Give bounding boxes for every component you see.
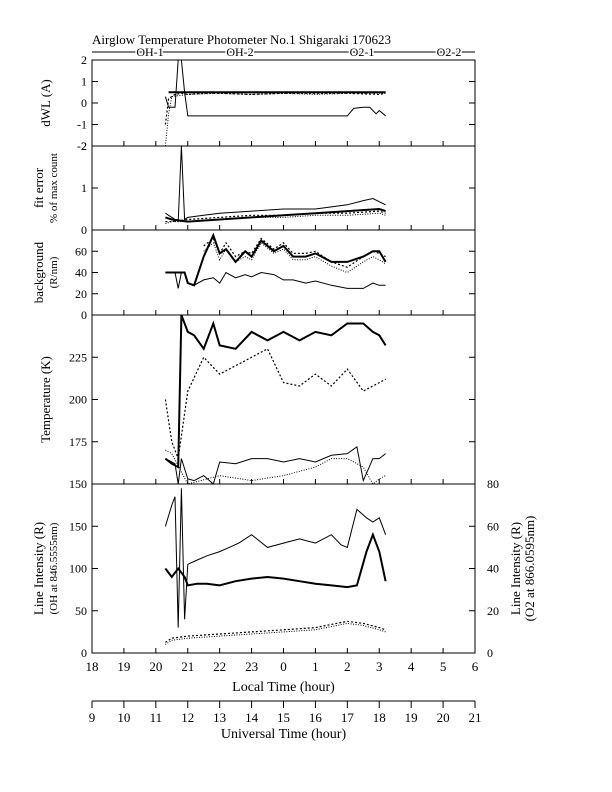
x-tick-label-local: 1 [312, 659, 319, 674]
y-tick-label-right: 40 [487, 562, 499, 576]
series-o2-1 [203, 237, 386, 268]
x-tick-label-ut: 20 [437, 710, 450, 725]
series-o2-2 [203, 241, 386, 274]
x-tick-label-ut: 18 [373, 710, 386, 725]
panel-frame [91, 145, 476, 231]
x-axis-label-ut: Universal Time (hour) [221, 727, 347, 742]
x-tick-label-local: 23 [245, 659, 258, 674]
x-tick-label-ut: 16 [309, 710, 323, 725]
x-tick-label-local: 0 [280, 659, 287, 674]
panel-temperature: 225 200 175 150 Temperature (K) [38, 314, 476, 491]
y-tick-label-right: 80 [487, 477, 499, 491]
x-tick-label-ut: 9 [89, 710, 96, 725]
y-axis-label: (OH at 846.5555nm) [48, 522, 60, 614]
y-tick-label: 175 [69, 435, 87, 449]
panel-frame [91, 483, 476, 654]
x-tick-label-ut: 12 [181, 710, 194, 725]
y-axis-label-right: (O2 at 866.0595nm) [522, 516, 537, 622]
panel-fit: 2 1 0 fit error% of max count [31, 139, 476, 237]
series-oh-1 [164, 59, 386, 117]
legend-oh1: OH-1 [136, 45, 163, 59]
series-o2-1 [165, 620, 386, 643]
series-oh-1 [165, 445, 386, 485]
y-tick-label: -2 [77, 139, 87, 153]
y-tick-label: 0 [81, 308, 87, 322]
series-oh-1 [164, 488, 387, 628]
panel-frame [91, 314, 476, 485]
x-tick-label-ut: 21 [469, 710, 482, 725]
x-tick-label-ut: 14 [245, 710, 259, 725]
y-axis-label: Line Intensity (R) [31, 522, 46, 615]
legend-o2-1: O2-1 [350, 45, 375, 59]
y-axis-label: dWL (A) [38, 79, 53, 127]
y-tick-label: 225 [69, 350, 87, 364]
x-tick-label-ut: 19 [405, 710, 418, 725]
series-oh-2 [164, 531, 387, 589]
y-tick-label: 60 [75, 244, 87, 258]
y-tick-label: 2 [81, 53, 87, 67]
y-tick-label: 150 [69, 477, 87, 491]
x-tick-label-local: 21 [181, 659, 194, 674]
y-axis-label: % of max count [48, 153, 60, 223]
x-tick-label-local: 22 [213, 659, 226, 674]
y-tick-label: 0 [81, 223, 87, 237]
y-tick-label: 40 [75, 266, 87, 280]
x-axis-label-local: Local Time (hour) [232, 680, 335, 695]
series-oh-2 [165, 232, 387, 287]
panel-background: 60 40 20 0 background (R/nm) [31, 229, 476, 322]
y-tick-label-right: 20 [487, 604, 499, 618]
y-tick-label: 2 [81, 139, 87, 153]
y-tick-label: 0 [81, 646, 87, 660]
x-tick-label-local: 5 [440, 659, 447, 674]
y-tick-label: 0 [81, 96, 87, 110]
y-tick-label: 150 [69, 519, 87, 533]
y-tick-label: -1 [77, 118, 87, 132]
y-tick-label: 20 [75, 287, 87, 301]
x-tick-label-local: 18 [86, 659, 99, 674]
series-oh-2 [165, 207, 386, 223]
series-o2-2 [165, 622, 386, 645]
y-tick-label: 200 [69, 393, 87, 407]
x-tick-label-ut: 17 [341, 710, 355, 725]
x-tick-label-ut: 10 [117, 710, 130, 725]
series-o2-2 [165, 212, 386, 225]
x-tick-label-local: 20 [149, 659, 162, 674]
series-o2-2 [164, 92, 386, 147]
y-axis-label: Temperature (K) [38, 356, 53, 443]
series-o2-1 [164, 92, 386, 125]
y-tick-label: 50 [75, 604, 87, 618]
y-tick-label: 1 [81, 181, 87, 195]
y-tick-label-right: 60 [487, 519, 499, 533]
series-oh-1 [165, 145, 386, 223]
panel-dwl: 2 1 0 -1 -2 dWL (A) [38, 53, 476, 153]
y-axis-label-right: Line Intensity (R) [508, 522, 523, 615]
x-tick-label-local: 3 [376, 659, 383, 674]
series-oh-2 [164, 314, 387, 469]
y-tick-label-right: 0 [487, 646, 493, 660]
y-tick-label: 100 [69, 562, 87, 576]
x-tick-label-ut: 13 [213, 710, 226, 725]
y-tick-label: 1 [81, 75, 87, 89]
x-tick-label-local: 4 [408, 659, 415, 674]
legend-o2-2: O2-2 [437, 45, 462, 59]
y-axis-label: background [31, 241, 46, 303]
series-o2-1 [164, 347, 386, 459]
panels: 2 1 0 -1 -2 dWL (A) 2 1 0 fit error% of max count… [31, 53, 537, 660]
y-axis-label: (R/nm) [48, 256, 60, 288]
chart-title: Airglow Temperature Photometer No.1 Shig… [92, 32, 391, 47]
series-o2-2 [165, 449, 386, 485]
panel-frame [91, 59, 476, 147]
x-tick-label-ut: 15 [277, 710, 290, 725]
legend-oh2: OH-2 [226, 45, 253, 59]
x-tick-label-local: 6 [472, 659, 479, 674]
x-tick-label-local: 2 [344, 659, 351, 674]
y-axis-label: fit error [31, 167, 46, 208]
x-tick-label-ut: 11 [150, 710, 163, 725]
x-tick-label-local: 19 [117, 659, 130, 674]
legend: OH-1 OH-2 O2-1 O2-2 [92, 44, 475, 61]
